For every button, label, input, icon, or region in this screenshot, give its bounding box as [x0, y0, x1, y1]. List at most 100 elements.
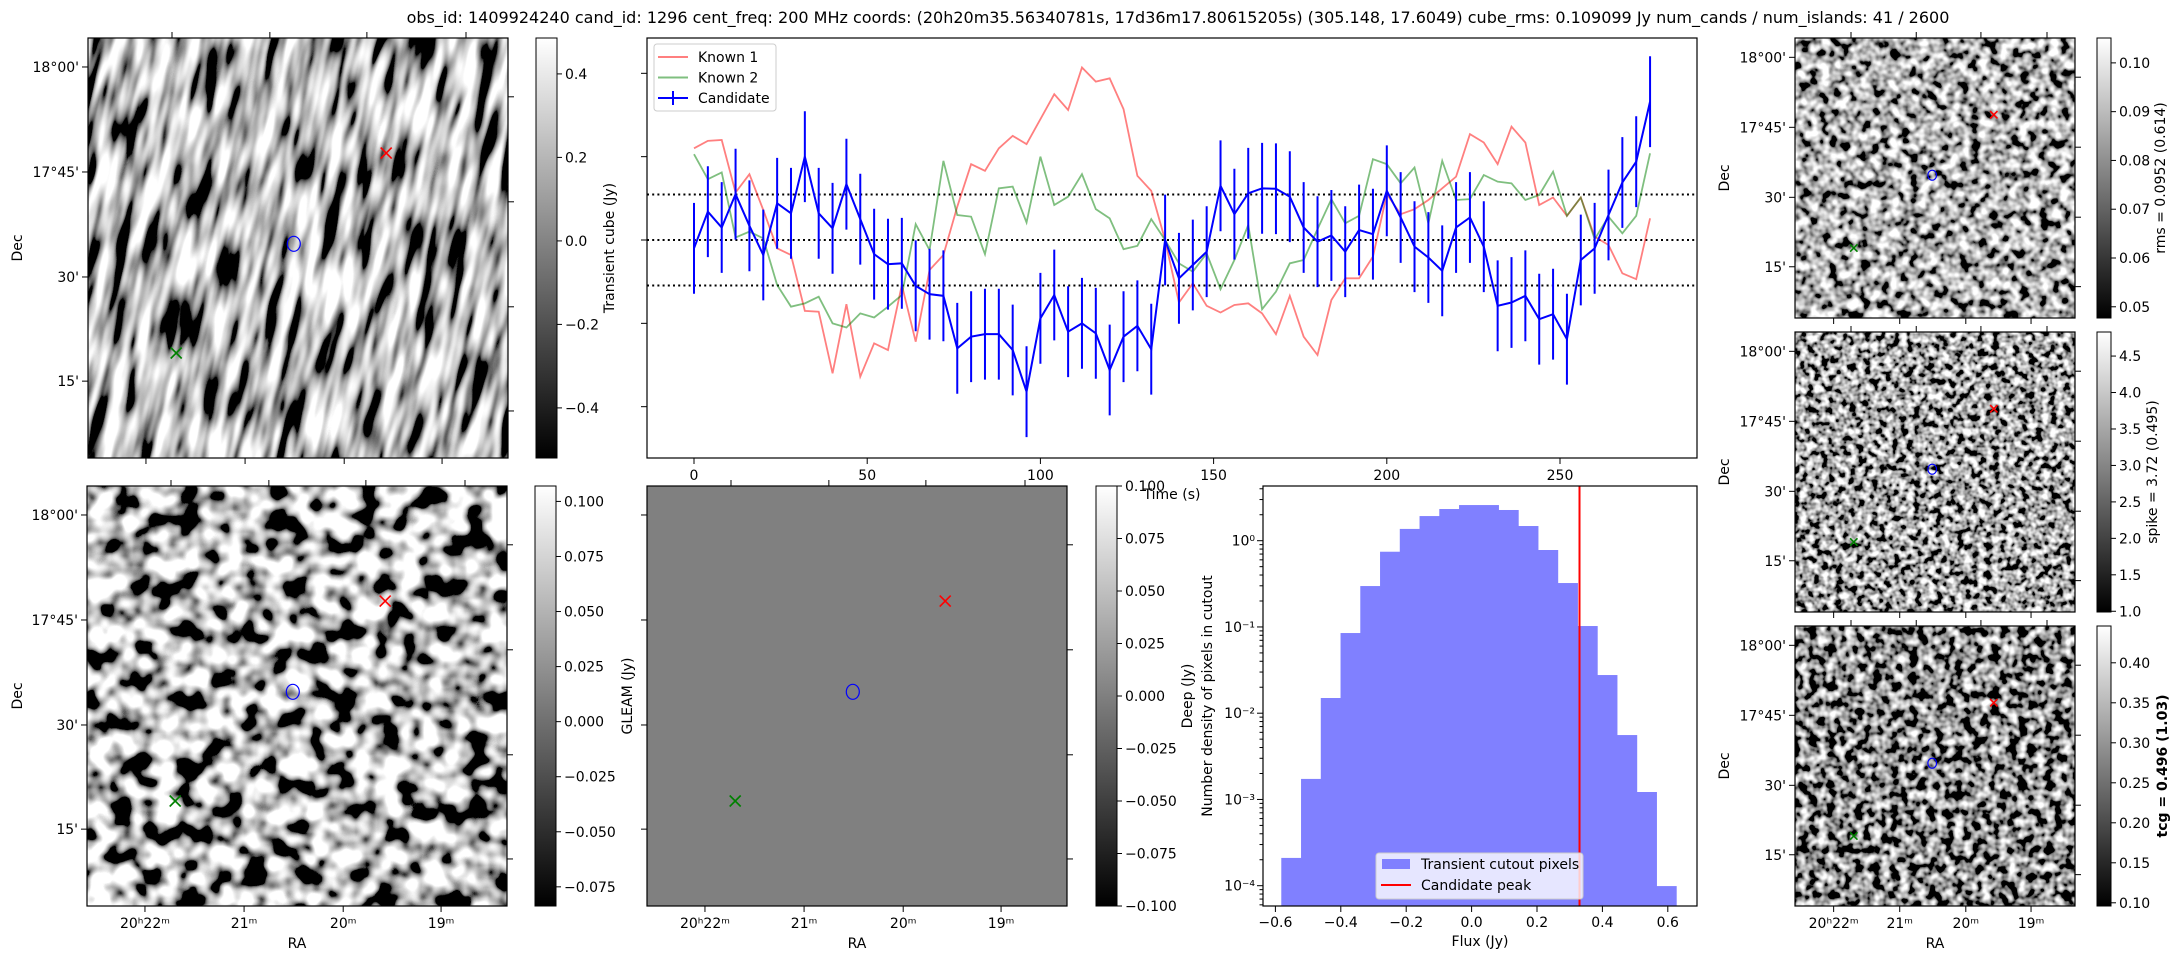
spike-image — [1795, 332, 2075, 612]
histogram-bar — [1518, 526, 1539, 906]
colorbar-tick-label: 0.075 — [564, 549, 604, 565]
tcg-colorbar: 0.40 0.35 0.30 0.25 0.20 0.15 0.10 tcg = 0.496 … — [2096, 625, 2171, 912]
y-tick-label: 10⁻⁴ — [1224, 879, 1255, 895]
histogram-bar — [1656, 886, 1677, 906]
colorbar-tick-label: 0.0 — [565, 234, 587, 250]
ra-tick-label: 20ʰ22ᵐ — [680, 916, 730, 932]
rms-colorbar: 0.10 0.09 0.08 0.07 0.06 0.05 rms = 0.0952 (0.… — [2096, 37, 2169, 319]
x-tick-label: 0.4 — [1591, 915, 1613, 931]
dec-tick-label: 30' — [1764, 190, 1786, 206]
dec-tick-label: 18°00' — [32, 508, 78, 524]
colorbar-gradient — [1095, 485, 1118, 907]
legend-swatch — [1382, 859, 1410, 869]
known2-marker-icon — [729, 794, 742, 808]
known2-marker-icon-stroke — [729, 794, 742, 808]
histogram-bar — [1498, 509, 1519, 906]
known1-marker-icon-stroke — [380, 147, 393, 160]
flux-histogram-chart: −0.6 −0.4 −0.2 0.0 0.2 0.4 0.6 10⁰ 10⁻¹ 10⁻² 10⁻³ 1… — [1200, 485, 1698, 950]
candidate-contour-icon — [1927, 757, 1938, 769]
histogram-bar — [1360, 586, 1381, 906]
x-axis-label: Time (s) — [1143, 487, 1201, 503]
y-tick-label: 10⁻³ — [1224, 792, 1255, 808]
candidate-contour-icon — [1927, 463, 1938, 475]
axes-frame — [1794, 331, 2076, 613]
ra-tick-label: 20ᵐ — [890, 916, 917, 932]
histogram-bar — [1340, 633, 1361, 906]
series-line — [693, 101, 1652, 396]
axes-frame — [87, 37, 509, 459]
deep-image-panel: 20ʰ22ᵐ 21ᵐ 20ᵐ 19ᵐ RA 0.100 0.075 0.050 0.025 0.0… — [641, 479, 1196, 952]
dec-tick-label: 18°00' — [33, 60, 79, 76]
ra-tick-label: 19ᵐ — [428, 916, 455, 932]
x-tick-label: 100 — [1027, 468, 1054, 484]
axes-frame — [1794, 37, 2076, 319]
colorbar-tick-label: 1.5 — [2119, 568, 2141, 584]
dec-axis-label: Dec — [10, 682, 26, 709]
colorbar-label: tcg = 0.496 (1.03) — [2155, 695, 2171, 838]
colorbar-tick-label: 0.050 — [1125, 584, 1165, 600]
ra-axis-label: RA — [288, 936, 307, 952]
transient-colorbar: 0.4 0.2 0.0 −0.2 −0.4 Transient cube (Jy) — [535, 37, 618, 459]
colorbar-tick-label: 0.075 — [1125, 532, 1165, 548]
image-pixels — [88, 38, 508, 458]
known2-marker-icon-stroke — [169, 794, 182, 808]
dec-tick-label: 30' — [56, 718, 78, 734]
light-curve-chart: 0 50 100 150 200 250 Time (s) Known 1 Known 2 Can… — [641, 37, 1698, 503]
known1-marker-icon-stroke — [939, 595, 952, 608]
series-known-2 — [693, 153, 1651, 329]
transient-image-panel: 18°00' 17°45' 30' 15' Dec 0.4 0.2 0.0 −0.2 −0.4 Tr… — [10, 32, 618, 464]
light-curve-plot-area — [647, 56, 1697, 438]
colorbar-tick-label: 0.000 — [1125, 689, 1165, 705]
dec-tick-label: 18°00' — [1740, 50, 1786, 66]
ra-tick-label: 20ʰ22ᵐ — [120, 916, 170, 932]
dec-tick-label: 17°45' — [1740, 120, 1786, 136]
colorbar-label: spike = 3.72 (0.495) — [2145, 400, 2161, 544]
ra-tick-label: 20ᵐ — [330, 916, 357, 932]
y-tick-label: 10⁰ — [1232, 534, 1256, 550]
x-tick-label: 0.0 — [1460, 915, 1482, 931]
known2-marker-icon — [1849, 537, 1859, 547]
histogram-bar — [1617, 735, 1638, 906]
colorbar-tick-label: 0.20 — [2119, 816, 2150, 832]
ra-tick-label: 21ᵐ — [1886, 916, 1913, 932]
dec-axis-label: Dec — [1717, 458, 1733, 485]
legend-box — [1375, 852, 1584, 900]
colorbar-tick-label: 0.025 — [1125, 637, 1165, 653]
x-tick-label: 50 — [858, 468, 876, 484]
dec-axis-label: Dec — [1717, 752, 1733, 779]
tcg-image — [1795, 626, 2075, 906]
dec-tick-label: 15' — [57, 374, 79, 390]
colorbar-tick-label: 0.025 — [564, 660, 604, 676]
dec-tick-label: 30' — [57, 270, 79, 286]
x-axis-label: Flux (Jy) — [1452, 934, 1509, 950]
series-line — [693, 65, 1651, 380]
colorbar-gradient — [534, 485, 557, 907]
histogram-bar — [1301, 778, 1322, 906]
rms-image — [1795, 38, 2075, 318]
known2-marker-icon-stroke — [1849, 831, 1859, 841]
known1-marker-icon-stroke — [379, 595, 392, 608]
series-line — [693, 153, 1651, 329]
colorbar-tick-label: 0.05 — [2119, 300, 2150, 316]
known1-marker-icon — [1989, 404, 1999, 413]
known2-marker-icon-stroke — [1849, 243, 1859, 253]
x-tick-label: 150 — [1200, 468, 1227, 484]
colorbar-tick-label: −0.025 — [564, 770, 616, 786]
rms-image-panel: 18°00' 17°45' 30' 15' Dec 0.10 0.09 0.08 0.07 0.0… — [1717, 32, 2169, 324]
known2-marker-icon — [1849, 243, 1859, 253]
dec-tick-label: 17°45' — [1740, 414, 1786, 430]
dec-tick-label: 18°00' — [1740, 344, 1786, 360]
candidate-contour-icon — [845, 683, 860, 700]
histogram-axes-frame — [1262, 485, 1698, 907]
series-known-1 — [693, 65, 1651, 380]
y-tick-label: 10⁻¹ — [1224, 620, 1255, 636]
colorbar-tick-label: 0.25 — [2119, 776, 2150, 792]
colorbar-tick-label: 0.15 — [2119, 856, 2150, 872]
image-pixels — [1795, 38, 2075, 318]
candidate-contour-icon — [1927, 169, 1938, 181]
colorbar-tick-label: −0.050 — [1125, 794, 1177, 810]
known2-marker-icon-stroke — [1849, 537, 1859, 547]
colorbar-tick-label: −0.100 — [1125, 899, 1177, 915]
legend-label: Transient cutout pixels — [1420, 857, 1579, 873]
image-pixels — [647, 486, 1067, 906]
